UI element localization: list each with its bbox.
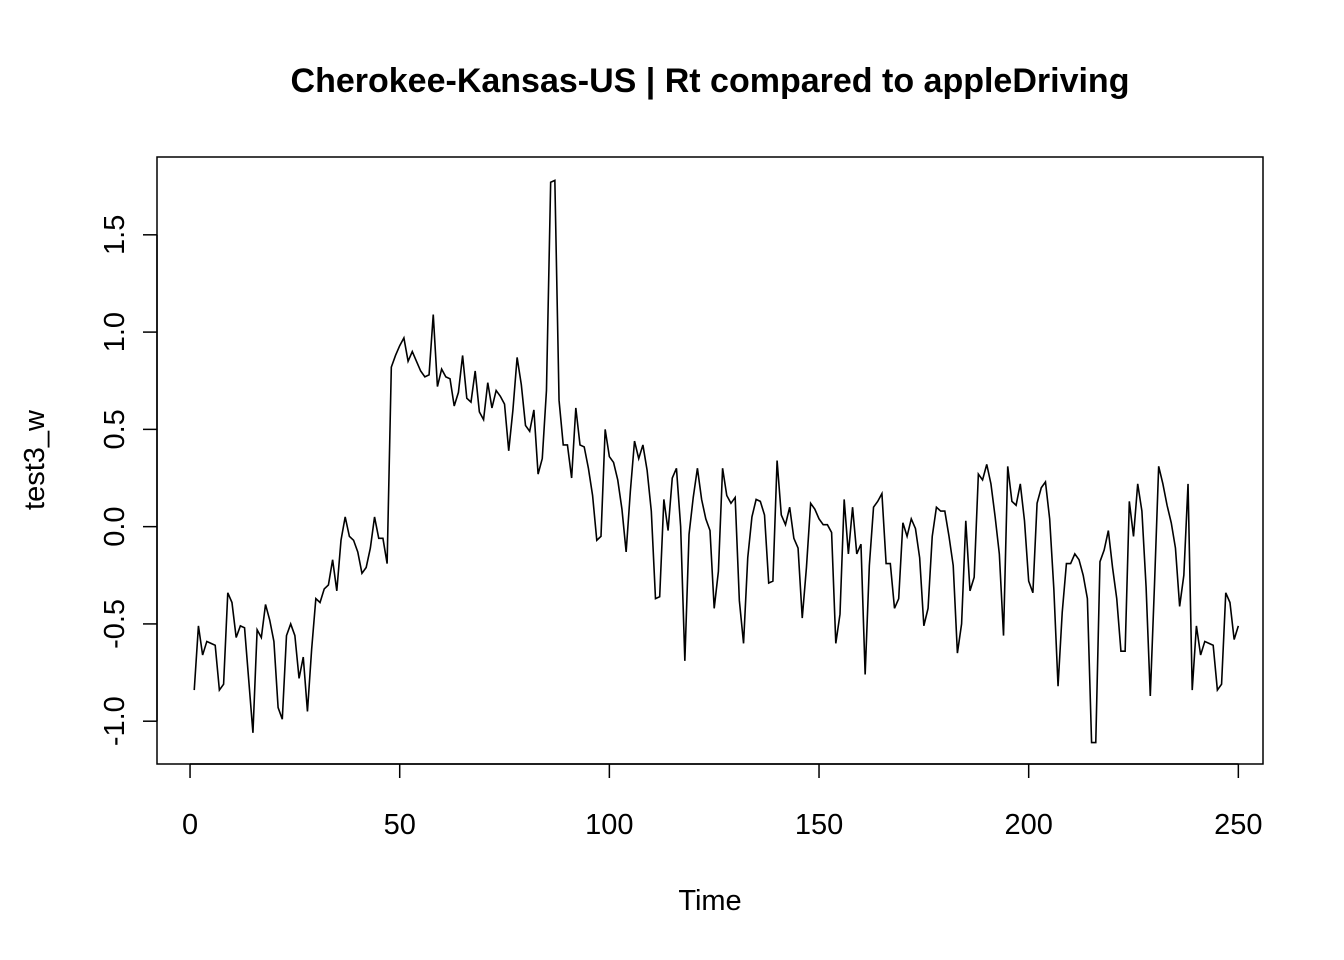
y-tick-label: 0.0: [99, 506, 131, 546]
chart-title: Cherokee-Kansas-US | Rt compared to appl…: [291, 62, 1130, 100]
y-tick-label: -0.5: [99, 599, 131, 649]
y-tick-label: 1.0: [99, 312, 131, 352]
y-tick-label: 1.5: [99, 215, 131, 255]
x-tick-label: 150: [795, 809, 843, 841]
x-tick-label: 250: [1214, 809, 1262, 841]
x-tick-label: 50: [384, 809, 416, 841]
series-layer: [193, 179, 1240, 744]
y-tick-label: -1.0: [99, 696, 131, 746]
x-axis-label: Time: [678, 885, 741, 917]
y-axis-label: test3_w: [19, 409, 51, 510]
x-tick-label: 0: [182, 809, 198, 841]
series-line-0: [193, 179, 1240, 744]
x-axis: 0 50 100 150 200 250: [182, 763, 1263, 841]
x-tick-label: 200: [1004, 809, 1052, 841]
y-axis: -1.0 -0.5 0.0 0.5 1.0 1.5: [99, 215, 158, 746]
y-tick-label: 0.5: [99, 409, 131, 449]
x-tick-label: 100: [585, 809, 633, 841]
